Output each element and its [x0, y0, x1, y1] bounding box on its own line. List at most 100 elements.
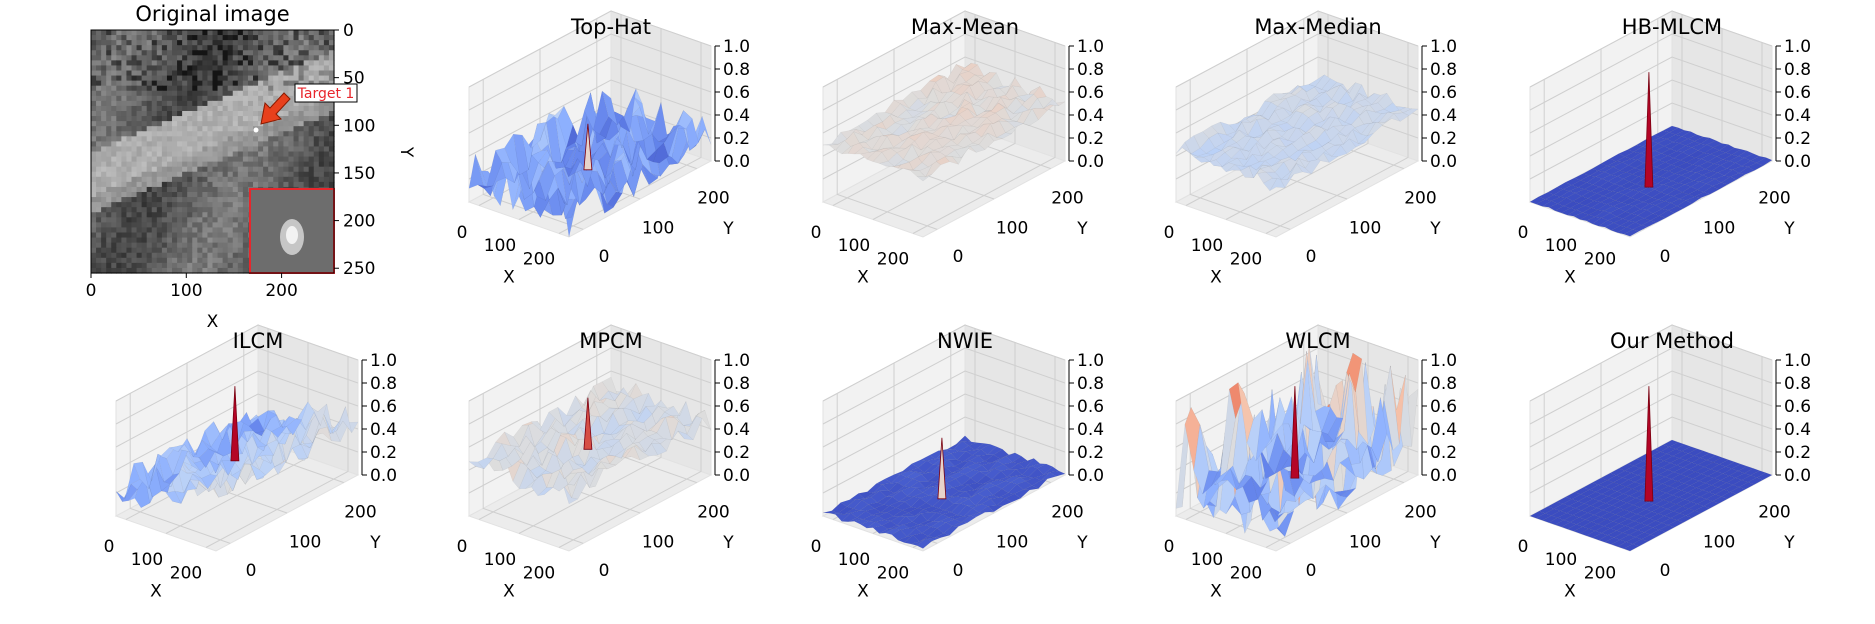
image-pixel	[237, 267, 244, 274]
image-pixel	[161, 227, 168, 234]
z-tick-label: 0.4	[1430, 106, 1457, 126]
image-pixel	[212, 247, 219, 254]
image-pixel	[237, 181, 244, 188]
image-pixel	[136, 141, 143, 148]
image-pixel	[242, 171, 249, 178]
y-tick-label: 0	[1660, 247, 1671, 267]
image-pixel	[247, 181, 254, 188]
image-pixel	[126, 171, 133, 178]
image-pixel	[141, 85, 148, 92]
z-grid-line	[1529, 347, 1773, 425]
z-tick-label: 1.0	[723, 37, 750, 57]
image-pixel	[101, 85, 107, 92]
image-pixel	[126, 65, 133, 72]
image-pixel	[283, 111, 290, 117]
image-pixel	[136, 40, 143, 46]
z-tick-label: 1.0	[1430, 37, 1457, 57]
image-pixel	[197, 166, 203, 173]
image-pixel	[106, 100, 112, 107]
image-pixel	[96, 262, 102, 269]
image-pixel	[116, 222, 122, 229]
image-pixel	[141, 262, 148, 269]
image-pixel	[141, 55, 148, 61]
image-pixel	[126, 222, 133, 229]
image-pixel	[237, 247, 244, 254]
image-pixel	[126, 176, 133, 183]
image-pixel	[212, 232, 219, 239]
image-pixel	[197, 212, 203, 218]
annotation-box	[294, 83, 358, 103]
image-pixel	[303, 151, 310, 158]
image-pixel	[328, 126, 335, 132]
image-pixel	[212, 85, 219, 92]
image-pixel	[101, 116, 107, 122]
image-pixel	[222, 50, 229, 56]
image-pixel	[273, 146, 279, 153]
surface	[115, 401, 359, 509]
y-tick-label: 100	[1703, 218, 1735, 238]
image-pixel	[106, 60, 112, 67]
image-pixel	[207, 60, 214, 67]
image-pixel	[166, 105, 173, 112]
image-pixel	[308, 121, 315, 127]
image-pixel	[106, 45, 112, 51]
surface-facet	[1308, 344, 1325, 412]
image-pixel	[172, 262, 178, 269]
image-pixel	[172, 222, 178, 229]
chart-title: Original image	[135, 2, 289, 26]
image-pixel	[227, 131, 234, 137]
z-tick-label: 0.4	[1077, 420, 1104, 440]
image-pixel	[177, 35, 183, 41]
image-pixel	[288, 75, 295, 82]
image-pixel	[182, 121, 188, 127]
image-pixel	[197, 35, 203, 41]
image-pixel	[116, 267, 122, 274]
image-pixel	[253, 166, 259, 173]
image-pixel	[182, 247, 188, 254]
image-pixel	[116, 70, 122, 77]
image-pixel	[121, 217, 128, 223]
image-pixel	[303, 141, 310, 148]
image-pixel	[156, 70, 163, 77]
image-pixel	[101, 75, 107, 82]
image-pixel	[217, 121, 224, 127]
image-pixel	[151, 252, 158, 259]
image-pixel	[237, 105, 244, 112]
image-pixel	[197, 131, 203, 137]
z-grid-line	[822, 347, 1066, 425]
image-pixel	[268, 55, 274, 61]
image-pixel	[126, 85, 133, 92]
image-pixel	[247, 105, 254, 112]
image-pixel	[247, 75, 254, 82]
image-pixel	[293, 156, 300, 163]
image-pixel	[258, 126, 264, 132]
z-tick-label: 0.6	[370, 397, 397, 417]
image-pixel	[111, 100, 117, 107]
image-pixel	[202, 186, 209, 193]
image-pixel	[182, 186, 188, 193]
x-axis-label: X	[1564, 582, 1576, 602]
chart-title: HB-MLCM	[1622, 15, 1722, 39]
image-pixel	[247, 126, 254, 132]
image-pixel	[182, 176, 188, 183]
image-pixel	[101, 65, 107, 72]
image-pixel	[313, 65, 320, 72]
image-pixel	[126, 247, 133, 254]
image-pixel	[197, 181, 203, 188]
image-pixel	[151, 126, 158, 132]
image-pixel	[96, 80, 102, 87]
surface-panel: 0.00.20.40.60.81.00100200X0100200YMax-Me…	[1164, 10, 1457, 288]
image-pixel	[172, 100, 178, 107]
y-grid-line	[836, 79, 938, 230]
image-pixel	[146, 161, 153, 168]
image-pixel	[202, 40, 209, 46]
image-pixel	[232, 55, 239, 61]
image-pixel	[161, 80, 168, 87]
image-pixel	[101, 242, 107, 249]
image-pixel	[227, 242, 234, 249]
image-pixel	[101, 232, 107, 239]
image-pixel	[116, 217, 122, 223]
z-tick-label: 0.4	[1784, 106, 1811, 126]
image-pixel	[197, 146, 203, 153]
image-pixel	[303, 30, 310, 36]
